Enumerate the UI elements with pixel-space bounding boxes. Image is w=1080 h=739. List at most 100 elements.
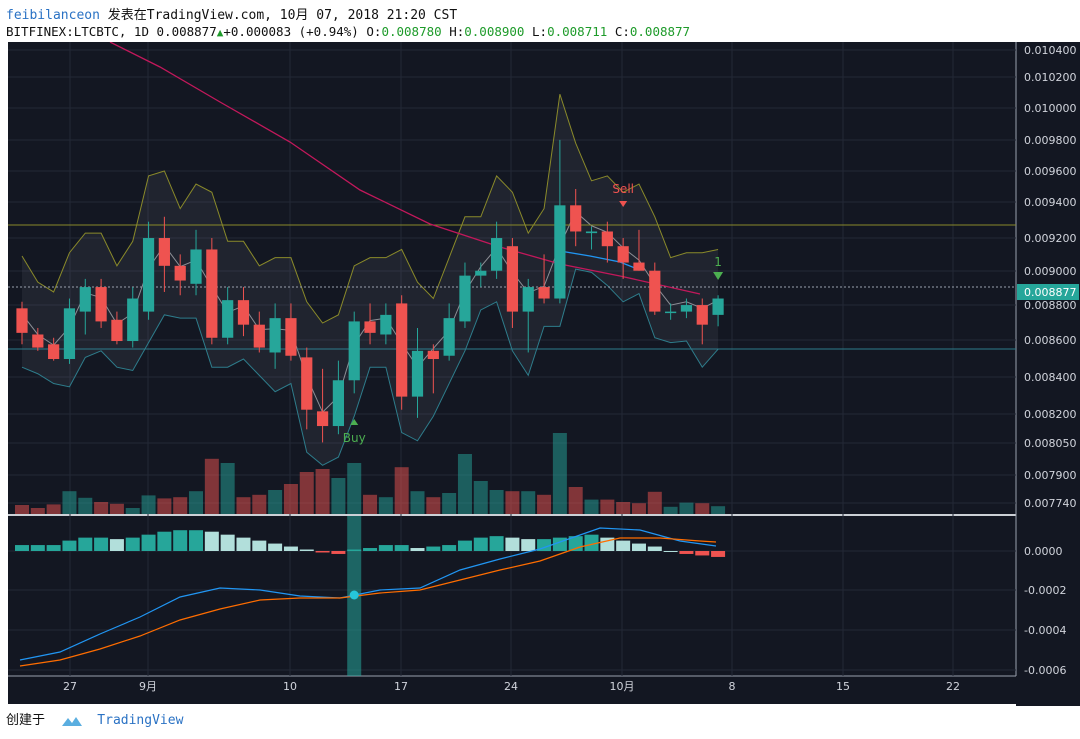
signal-line bbox=[19, 537, 717, 667]
macd-histogram-bar bbox=[46, 545, 61, 551]
macd-histogram-bar bbox=[378, 545, 393, 551]
candle-body bbox=[570, 205, 582, 232]
volume-bar bbox=[46, 504, 61, 514]
candle-body bbox=[411, 350, 424, 397]
macd-histogram-bar bbox=[600, 537, 615, 551]
volume-bar bbox=[189, 491, 204, 514]
created-with-label: 创建于 bbox=[6, 713, 46, 728]
macd-histogram-bar bbox=[394, 545, 409, 551]
candle-body bbox=[585, 231, 598, 234]
macd-histogram-bar bbox=[331, 551, 346, 554]
candle-body bbox=[206, 249, 218, 338]
candle-body bbox=[142, 238, 155, 312]
macd-histogram-bar bbox=[347, 549, 362, 551]
open-value: 0.008780 bbox=[381, 24, 442, 39]
macd-histogram-bar bbox=[315, 551, 330, 553]
macd-histogram-bar bbox=[157, 531, 172, 551]
volume-bar bbox=[299, 472, 314, 514]
marker-label: 1 bbox=[714, 255, 722, 269]
candle-body bbox=[696, 305, 708, 325]
candle-body bbox=[48, 344, 60, 360]
high-label: H: bbox=[449, 24, 465, 39]
volume-bar bbox=[552, 433, 567, 514]
candle-body bbox=[332, 380, 344, 427]
volume-bar bbox=[157, 498, 172, 514]
open-label: O: bbox=[366, 24, 382, 39]
candle-body bbox=[285, 318, 297, 356]
macd-histogram-bar bbox=[78, 537, 93, 551]
close-label: C: bbox=[614, 24, 630, 39]
candle-body bbox=[32, 334, 44, 348]
x-tick-label: 10月 bbox=[610, 680, 635, 693]
volume-bar bbox=[695, 503, 710, 514]
y-tick-label: 0.008400 bbox=[1024, 371, 1077, 384]
macd-histogram-bar bbox=[616, 540, 631, 551]
macd-histogram-bar bbox=[189, 530, 204, 551]
macd-histogram-bar bbox=[252, 540, 267, 551]
publication-line: feibilanceon 发表在TradingView.com, 10月 07,… bbox=[6, 4, 457, 23]
ma-line bbox=[559, 250, 641, 271]
ohlc-line: BITFINEX:LTCBTC, 1D 0.008877▲+0.000083 (… bbox=[6, 24, 690, 39]
candle-body bbox=[111, 319, 123, 342]
last-price: 0.008877 bbox=[156, 24, 217, 39]
macd-tick-label: -0.0002 bbox=[1024, 584, 1066, 597]
footer: 创建于 TradingView bbox=[6, 709, 183, 728]
volume-bar bbox=[347, 463, 362, 514]
candle-body bbox=[190, 249, 202, 284]
volume-bar bbox=[252, 494, 267, 514]
macd-tick-label: 0.0000 bbox=[1024, 545, 1063, 558]
volume-bar bbox=[473, 481, 488, 514]
macd-histogram-bar bbox=[283, 546, 298, 551]
y-tick-label: 0.009000 bbox=[1024, 265, 1077, 278]
low-label: L: bbox=[532, 24, 548, 39]
candle-body bbox=[617, 246, 629, 263]
macd-histogram-bar bbox=[204, 531, 219, 551]
volume-bar bbox=[489, 490, 504, 514]
volume-bar bbox=[204, 458, 219, 514]
volume-bar bbox=[647, 491, 662, 514]
sell-arrow-icon bbox=[619, 201, 628, 207]
envelope-fill bbox=[22, 94, 719, 466]
y-tick-label: 0.008050 bbox=[1024, 437, 1077, 450]
y-tick-label: 0.010200 bbox=[1024, 71, 1077, 84]
macd-histogram-bar bbox=[537, 539, 552, 551]
macd-histogram-bar bbox=[125, 537, 140, 551]
volume-bar bbox=[109, 503, 124, 514]
y-tick-label: 0.010400 bbox=[1024, 44, 1077, 57]
last-price-tag bbox=[1017, 284, 1079, 300]
macd-histogram-bar bbox=[679, 551, 694, 554]
y-tick-label: 0.008200 bbox=[1024, 408, 1077, 421]
candle-body bbox=[364, 321, 376, 333]
envelope-lower-line bbox=[21, 268, 719, 466]
macd-histogram-bar bbox=[220, 534, 235, 551]
tradingview-logo-icon bbox=[62, 716, 83, 726]
tradingview-brand-link[interactable]: TradingView bbox=[97, 713, 184, 728]
volume-bar bbox=[30, 508, 45, 514]
macd-histogram-bar bbox=[647, 546, 662, 551]
macd-histogram-bar bbox=[505, 537, 520, 551]
change-value: +0.000083 (+0.94%) bbox=[223, 24, 359, 39]
candle-body bbox=[506, 246, 519, 312]
author-link[interactable]: feibilanceon bbox=[6, 8, 100, 23]
macd-histogram-bar bbox=[299, 549, 314, 551]
candle-body bbox=[601, 231, 613, 247]
macd-histogram-bar bbox=[521, 539, 536, 551]
volume-bar bbox=[663, 506, 678, 514]
macd-tick-label: -0.0006 bbox=[1024, 664, 1066, 677]
candle-body bbox=[665, 311, 677, 314]
x-tick-label: 22 bbox=[946, 680, 960, 693]
buy-signal-label: Buy bbox=[343, 431, 366, 445]
macd-histogram-bar bbox=[426, 546, 441, 551]
volume-bar bbox=[711, 506, 726, 514]
x-tick-label: 17 bbox=[394, 680, 408, 693]
y-tick-label: 0.008800 bbox=[1024, 299, 1077, 312]
y-tick-label: 0.008600 bbox=[1024, 334, 1077, 347]
macd-histogram-bar bbox=[109, 539, 124, 551]
x-tick-label: 24 bbox=[504, 680, 518, 693]
macd-histogram-bar bbox=[695, 551, 710, 556]
candle-body bbox=[95, 287, 107, 322]
candle-body bbox=[491, 238, 503, 271]
price-chart[interactable]: 27 9月 10 17 24 10月 8 15 22 0.010400 0.010200 0.0100… bbox=[0, 42, 1080, 706]
macd-histogram-bar bbox=[442, 545, 457, 551]
crossover-dot bbox=[349, 590, 359, 600]
